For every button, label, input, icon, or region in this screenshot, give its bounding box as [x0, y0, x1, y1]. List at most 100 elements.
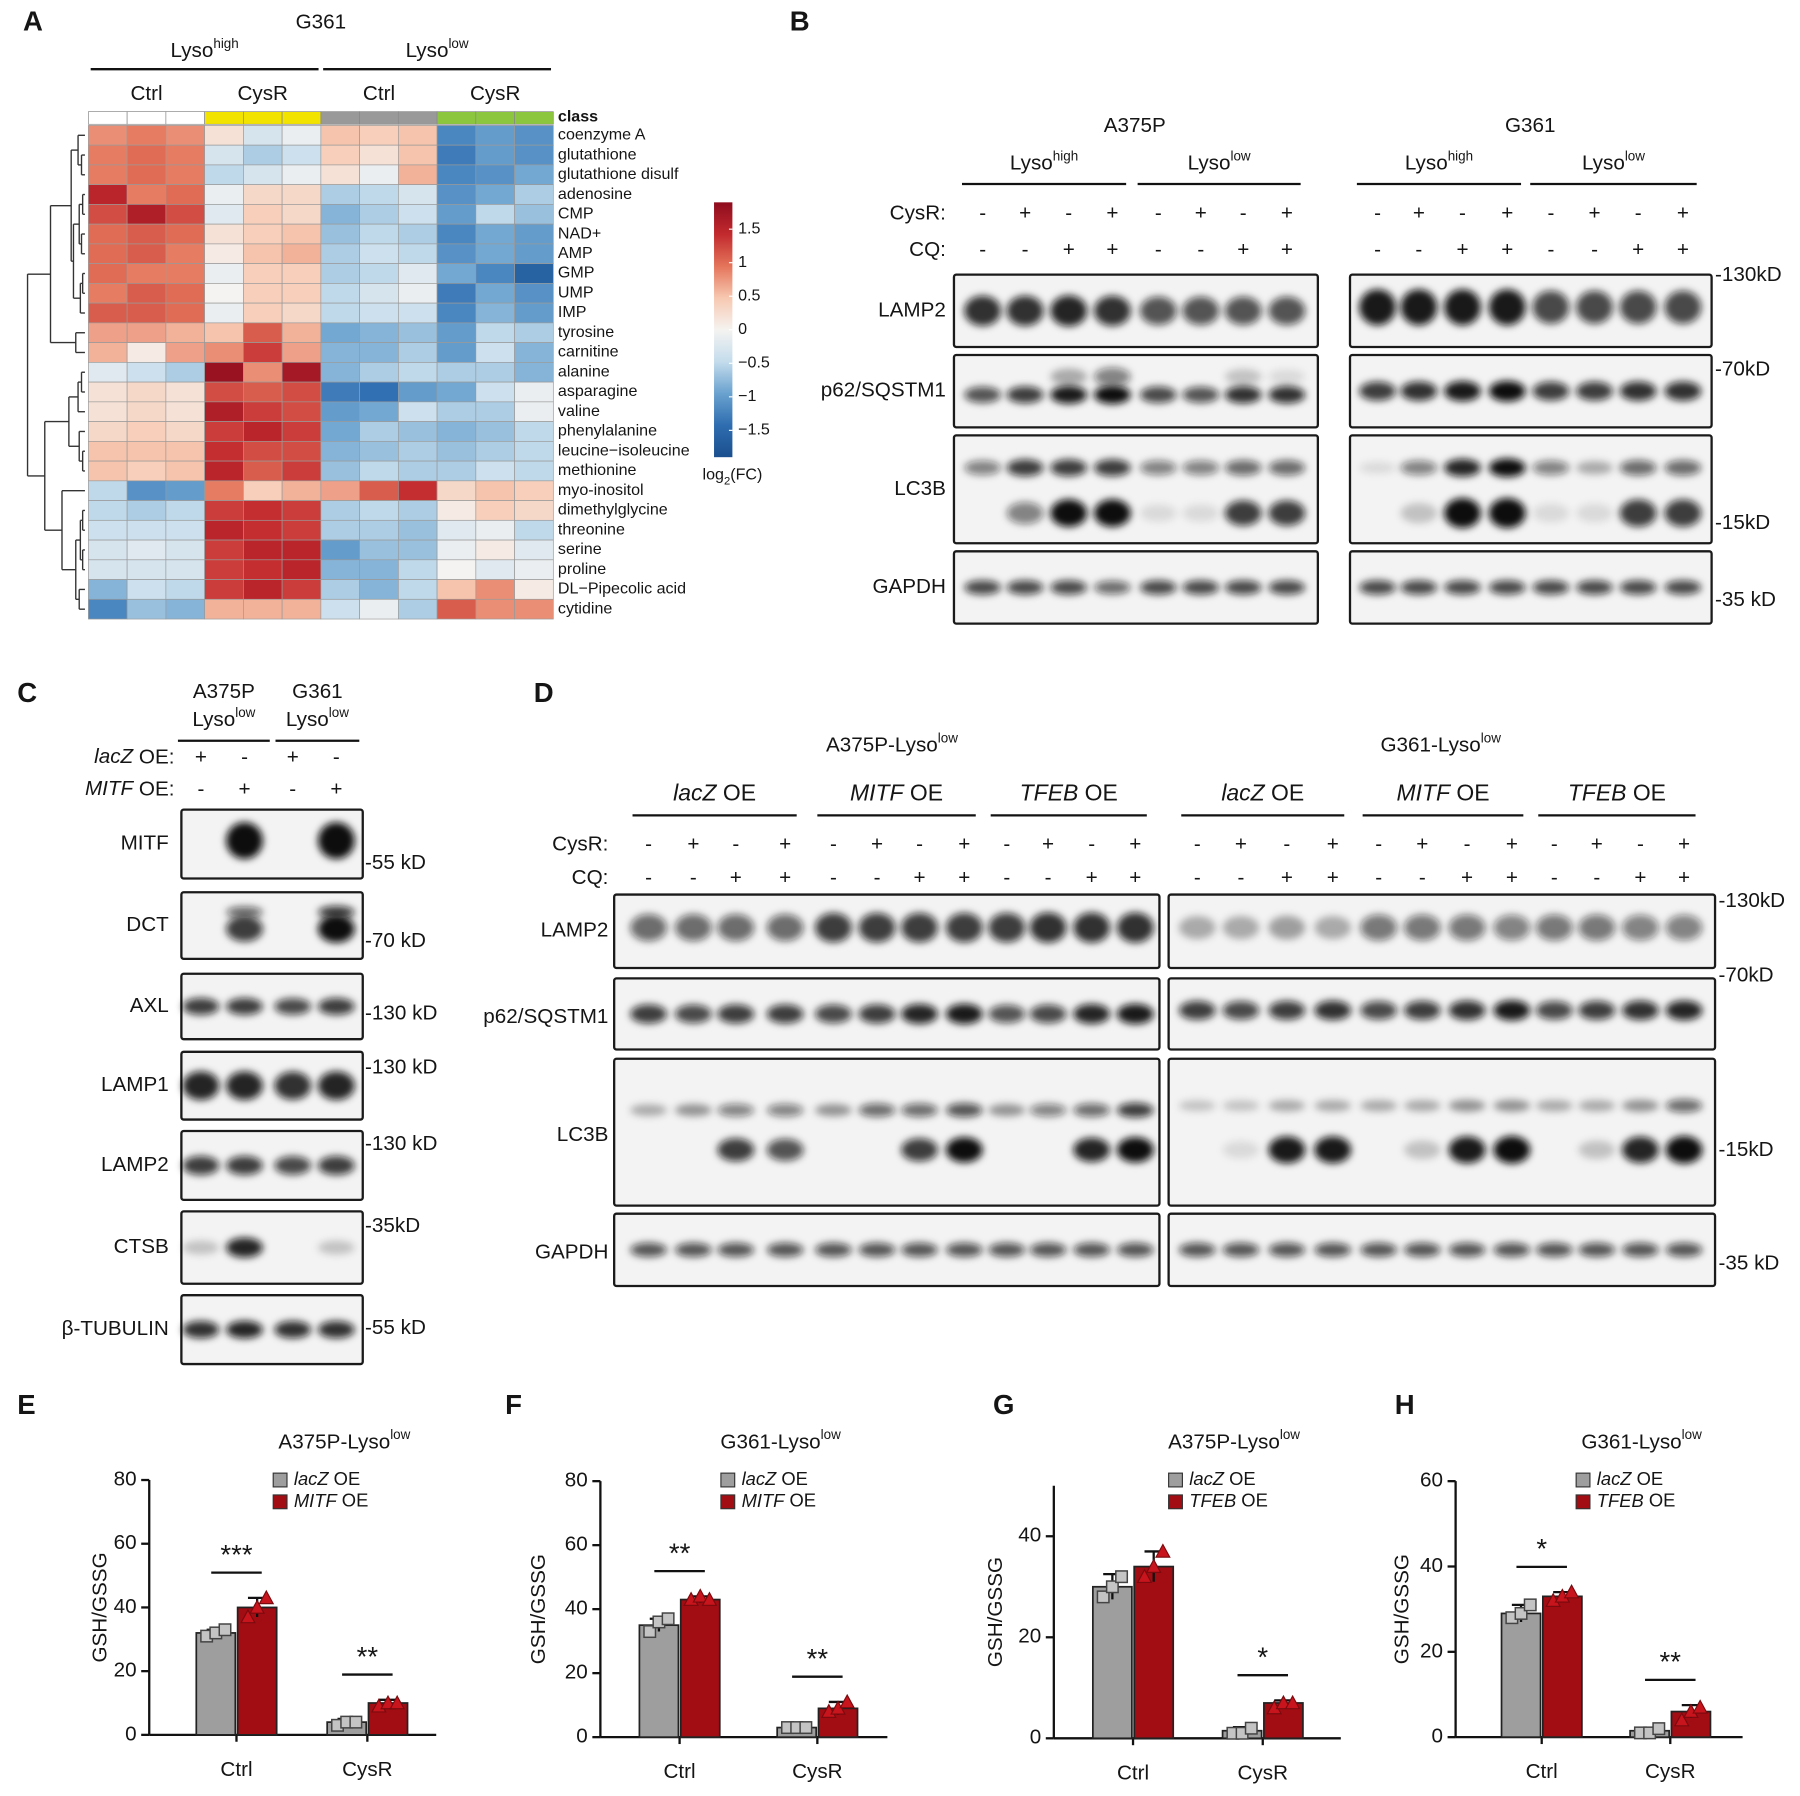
heatmap-cell [281, 480, 322, 501]
treatment-sign: + [1327, 866, 1339, 889]
treatment-sign: + [1195, 201, 1207, 224]
group-label-sup: low [329, 705, 349, 720]
heatmap-cell [243, 164, 283, 186]
blot-band [1532, 503, 1570, 523]
blot-band [1006, 459, 1044, 477]
treatment-sign: - [916, 833, 923, 856]
row-label: coenzyme A [558, 126, 646, 144]
blot-band [1116, 1242, 1154, 1257]
blot-frame [1348, 550, 1713, 625]
treatment-sign: - [1375, 866, 1382, 889]
heatmap-cell [126, 500, 167, 521]
cell-line-label: G361 [292, 680, 343, 703]
treatment-sign: - [979, 201, 986, 224]
heatmap-cell [281, 598, 322, 620]
heatmap-cell [320, 342, 360, 363]
blot-band [1400, 580, 1438, 595]
treatment-sign: + [779, 833, 791, 856]
heatmap-cell [165, 460, 205, 482]
row-label: p62/SQSTM1 [821, 379, 946, 402]
row-label: LC3B [557, 1123, 609, 1146]
heatmap-cell [165, 539, 205, 561]
blot-band [1182, 580, 1220, 595]
treatment-sign: - [1155, 201, 1162, 224]
bar [638, 1624, 680, 1739]
y-tick-label: 0 [576, 1725, 588, 1748]
heatmap-cell [243, 539, 283, 561]
blot-band [964, 580, 1002, 595]
x-tick-label: CysR [792, 1760, 843, 1783]
blot-band [1224, 368, 1262, 385]
heatmap-cell [88, 362, 128, 383]
heatmap-cell [514, 480, 554, 501]
data-point [1563, 1584, 1580, 1599]
blot-band [1488, 458, 1526, 477]
treatment-sign: + [687, 833, 699, 856]
heatmap-cell [359, 440, 399, 462]
group-label-text: Lyso [192, 709, 235, 732]
heatmap-cell [359, 559, 399, 580]
group-label: Lysolow [1188, 148, 1251, 175]
heatmap-cell [243, 460, 283, 482]
treatment-sign: + [1235, 833, 1247, 856]
blot-band [1444, 498, 1481, 528]
blot-band [1314, 1136, 1352, 1164]
group-label: MITF OE [850, 780, 943, 806]
heatmap-cell [397, 322, 438, 343]
row-label: adenosine [558, 185, 632, 203]
blot-band [766, 1103, 804, 1117]
treatment-sign: - [333, 745, 340, 768]
heatmap-cell [475, 322, 515, 343]
treatment-sign: + [330, 778, 342, 801]
blot-band [1006, 295, 1044, 326]
group-label: Lysohigh [1010, 148, 1078, 175]
chart-title: A375P-Lysolow [278, 1427, 410, 1454]
heatmap-cell [320, 243, 360, 264]
class-cell [126, 111, 167, 125]
blot-band [1578, 914, 1616, 941]
treatment-sign: - [1593, 866, 1600, 889]
heatmap-cell [204, 144, 244, 166]
blot-band [317, 998, 355, 1015]
blot-frame [180, 1294, 364, 1366]
heatmap-cell [243, 144, 283, 166]
treatment-sign: + [958, 833, 970, 856]
data-point [1514, 1606, 1528, 1620]
y-tick-label: 40 [1018, 1524, 1041, 1547]
chart-title-text: G361-Lyso [720, 1431, 820, 1454]
blot-frame [180, 808, 364, 880]
panel-label: G [993, 1389, 1014, 1420]
heatmap-cell [475, 184, 515, 205]
heatmap-cell [243, 480, 283, 501]
treatment-sign: - [1551, 866, 1558, 889]
row-label: CTSB [114, 1235, 169, 1258]
heatmap-cell [204, 440, 244, 462]
blot-band [858, 1103, 896, 1117]
row-label: UMP [558, 284, 594, 302]
group-label: lacZ OE [673, 780, 756, 806]
blot-band [1268, 580, 1306, 595]
size-marker: -70kD [1718, 964, 1773, 987]
heatmap-cell [320, 381, 360, 403]
heatmap-cell [165, 598, 205, 620]
treatment-sign: - [1283, 833, 1290, 856]
class-cell [281, 111, 322, 125]
legend-label: MITF OE [294, 1490, 368, 1511]
bar [1500, 1612, 1542, 1739]
legend-swatch [1168, 1472, 1183, 1488]
heatmap-cell [397, 164, 438, 186]
heatmap-cell [320, 598, 360, 620]
blot-band [317, 1240, 355, 1255]
legend-label: lacZ OE [1597, 1468, 1663, 1489]
panel-label: B [790, 6, 810, 37]
treatment-sign: + [1588, 201, 1600, 224]
data-point [1673, 1712, 1690, 1727]
heatmap-cell [397, 362, 438, 383]
heatmap-cell [475, 519, 515, 541]
blot-band [226, 998, 263, 1015]
heatmap-cell [320, 164, 360, 186]
treatment-sign: - [1374, 201, 1381, 224]
blot-band [1493, 914, 1531, 941]
treatment-sign: + [1591, 833, 1603, 856]
heatmap-cell [165, 362, 205, 383]
